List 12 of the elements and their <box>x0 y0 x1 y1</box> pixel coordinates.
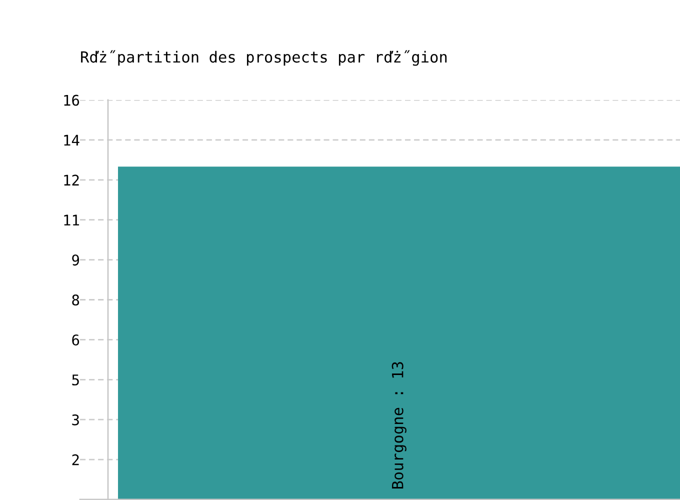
y-tick-label: 5 <box>72 374 79 386</box>
y-tick-label: 14 <box>64 134 80 146</box>
chart-title: Rďż˝partition des prospects par rďż˝gion <box>81 50 447 66</box>
y-tick-label: 12 <box>64 174 79 186</box>
y-tick-label: 8 <box>72 294 80 306</box>
data-label: Bourgogne : 13 <box>392 362 406 489</box>
y-tick-label: 6 <box>72 334 80 346</box>
y-tick-label: 11 <box>64 214 80 226</box>
y-tick-label: 3 <box>72 414 79 426</box>
y-tick-label: 2 <box>72 454 79 466</box>
y-tick-label: 16 <box>64 94 80 106</box>
y-tick-label: 9 <box>72 254 80 266</box>
